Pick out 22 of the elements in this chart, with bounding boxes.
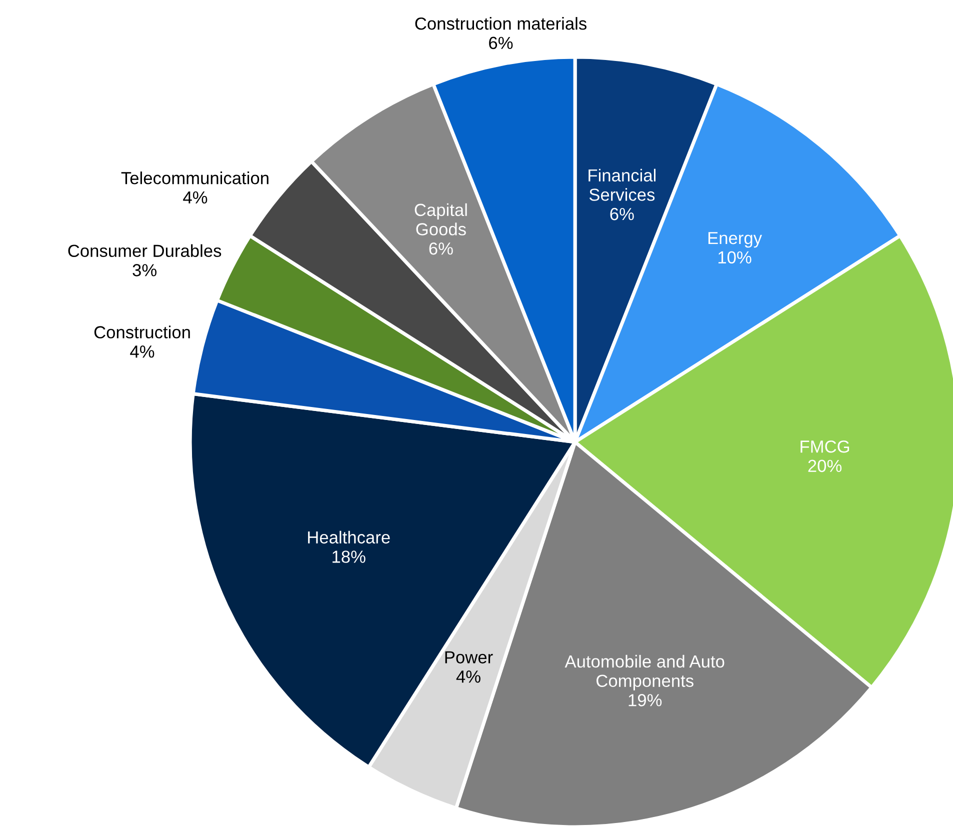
slice-label: Construction [94, 326, 190, 338]
slice-label: FMCG [800, 440, 850, 453]
data-label: 4% [130, 346, 154, 358]
data-label: 6% [489, 36, 513, 50]
data-label: 19% [628, 694, 662, 706]
slice-label: Consumer Durables [68, 244, 222, 258]
data-label: 10% [718, 251, 752, 264]
slice-label: Automobile and Auto Components [564, 654, 724, 690]
slice-label: Financial Services [588, 168, 656, 201]
data-label: 6% [429, 242, 453, 255]
data-label: 4% [456, 670, 480, 683]
data-label: 18% [332, 550, 366, 563]
data-label: 3% [132, 264, 156, 276]
slice-label: Capital Goods [414, 203, 467, 236]
data-label: 4% [183, 191, 208, 204]
slice-label: Energy [708, 232, 762, 248]
data-label: 6% [610, 208, 634, 220]
data-label: 20% [808, 460, 842, 472]
slice-label: Power [445, 651, 493, 664]
slice-label: Telecommunication [121, 172, 268, 184]
slice-label: Construction materials [415, 17, 586, 30]
slice-label: Healthcare [308, 530, 390, 544]
